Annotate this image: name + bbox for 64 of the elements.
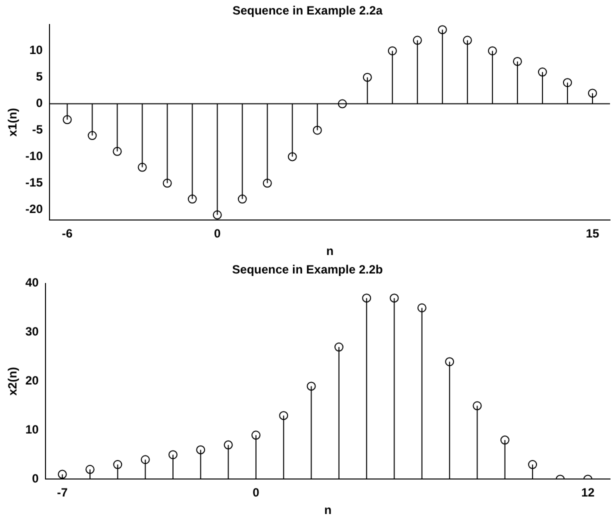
point (412, 36, 422, 45)
point (112, 146, 122, 156)
point (438, 25, 447, 34)
point (262, 178, 272, 188)
point (162, 178, 172, 188)
x-tick-label: 15 (586, 226, 600, 241)
point (388, 46, 397, 56)
point (140, 455, 150, 464)
point (279, 411, 288, 420)
y-tick-label: -5 (32, 122, 44, 137)
x-tick-label: 12 (581, 486, 595, 500)
point (188, 194, 197, 204)
point (138, 162, 147, 172)
point (224, 440, 233, 450)
point (538, 68, 547, 77)
point (362, 72, 372, 82)
point (488, 46, 497, 56)
point (58, 470, 67, 479)
y-tick-label: 10 (29, 43, 44, 58)
y-tick-label: 0 (32, 472, 40, 486)
point (288, 152, 297, 162)
y-tick-label: 10 (25, 422, 40, 437)
y-axis-title: x2(n) (6, 366, 20, 396)
y-tick-label: 5 (36, 70, 44, 84)
point (472, 401, 482, 410)
x-tick-label: 0 (252, 486, 260, 500)
point (390, 294, 399, 303)
y-axis-title: x1(n) (6, 108, 20, 137)
x-axis-title: n (324, 503, 332, 518)
x-tick-label: -6 (62, 226, 73, 241)
point (417, 303, 426, 312)
point (562, 78, 572, 88)
point (196, 445, 206, 454)
point (88, 131, 97, 140)
point (528, 460, 538, 470)
point (86, 464, 95, 474)
x-tick-label: -7 (57, 486, 68, 500)
point (334, 342, 344, 352)
point (312, 126, 322, 135)
point (251, 430, 260, 440)
chart-title: Sequence in Example 2.2b (232, 262, 383, 277)
point (445, 357, 454, 366)
y-tick-label: 40 (25, 276, 40, 290)
y-tick-label: 30 (25, 324, 40, 339)
y-tick-label: -15 (25, 175, 44, 190)
point (113, 460, 122, 470)
y-tick-label: 0 (36, 96, 44, 110)
point (168, 450, 178, 460)
point (212, 210, 222, 220)
point (362, 294, 372, 303)
point (62, 115, 72, 124)
y-tick-label: -20 (25, 202, 44, 216)
point (588, 88, 597, 98)
y-tick-label: 20 (25, 374, 40, 388)
chart-title: Sequence in Example 2.2a (232, 4, 383, 18)
point (338, 99, 347, 108)
point (500, 436, 510, 445)
point (462, 36, 472, 45)
y-tick-label: -10 (25, 149, 44, 164)
point (512, 56, 522, 66)
point (306, 382, 316, 391)
x-tick-label: 0 (214, 226, 221, 241)
x-axis-title: n (326, 244, 334, 258)
point (238, 194, 247, 204)
